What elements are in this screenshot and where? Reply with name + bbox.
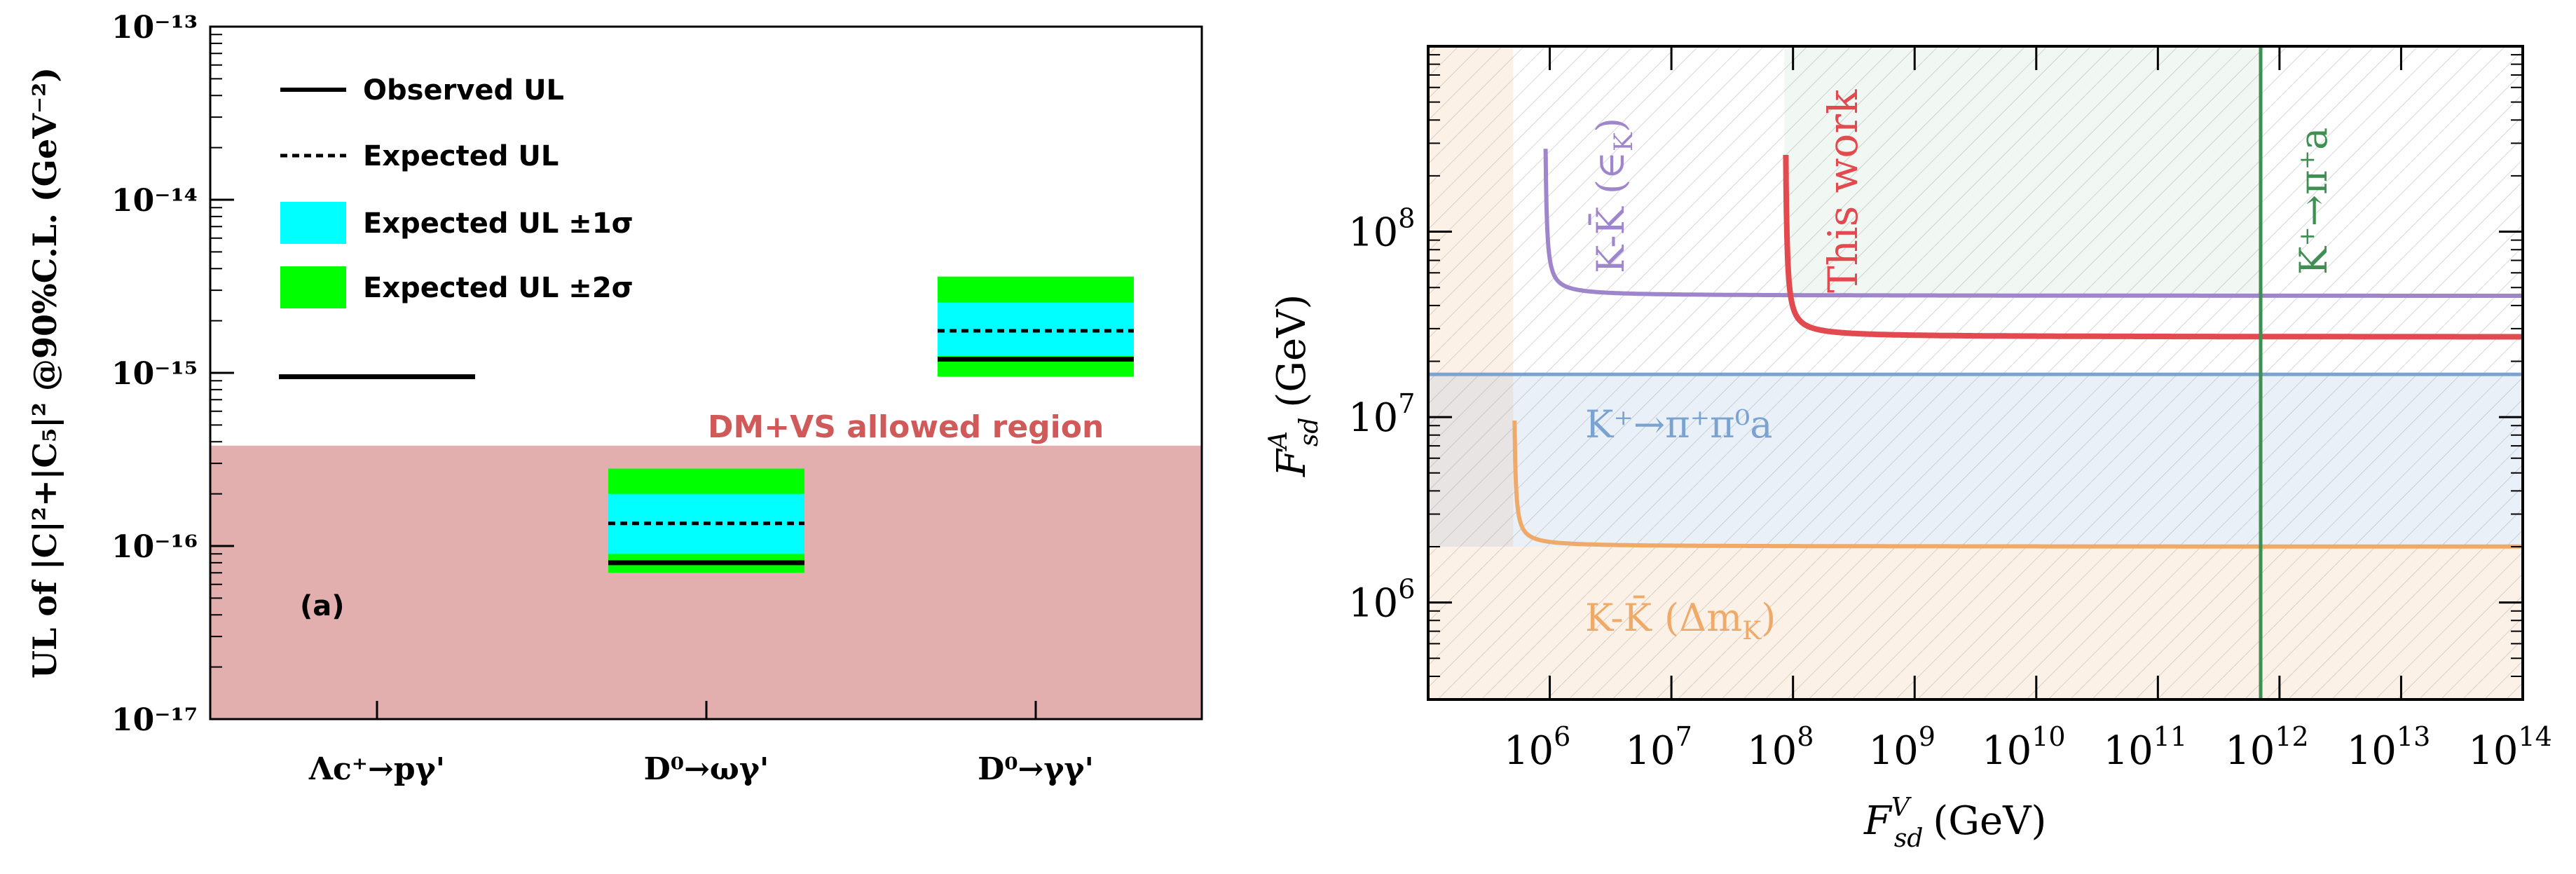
x-axis-title: FV sd (GeV) [1863, 793, 2046, 853]
panel-a: 10⁻¹³ 10⁻¹⁴ 10⁻¹⁵ 10⁻¹⁶ 10⁻¹⁷ DM+VS allowed … [26, 10, 1203, 787]
y-tick-label: 10⁻¹⁶ [111, 529, 198, 565]
x-tick-label: 108 [1747, 721, 1814, 774]
x-tick-label: 106 [1504, 721, 1570, 774]
legend-2sigma-swatch [280, 266, 346, 308]
fill-k-pi-pi0-a [1428, 374, 2523, 547]
curve-this-work [1783, 155, 2523, 340]
x-tick-label: 107 [1625, 721, 1692, 774]
legend-1sigma-swatch [280, 202, 346, 244]
legend-expected-label: Expected UL [363, 140, 559, 172]
y-tick-label: 108 [1348, 203, 1415, 256]
y-tick-label: 10⁻¹⁵ [111, 356, 198, 392]
legend-1sigma-label: Expected UL ±1σ [363, 207, 633, 240]
category-label-lambda: Λc⁺→pγ' [308, 751, 445, 787]
panel-b: 106 107 108 109 1010 1011 1012 1013 1014 106 107 1… [1264, 45, 2552, 853]
y-axis-title: FAsd(GeV) [1264, 294, 1324, 477]
x-tick-label: 1014 [2468, 721, 2552, 774]
curve-delta-mk [1512, 421, 2523, 549]
legend: Observed UL Expected UL Expected UL ±1σ … [280, 74, 633, 308]
panel-b-frame [1427, 45, 2524, 701]
category-label-omega: D⁰→ωγ' [644, 751, 769, 787]
panel-label: (a) [300, 590, 345, 622]
legend-observed-label: Observed UL [363, 74, 564, 107]
x-tick-label: 1013 [2347, 721, 2431, 774]
label-eps-k: K-K̄(∈K) [1588, 118, 1638, 273]
y-tick-label: 107 [1348, 388, 1415, 441]
label-k-pi-pi0-a: K⁺→π⁺π⁰a [1585, 402, 1772, 446]
allowed-region-label: DM+VS allowed region [708, 409, 1104, 445]
label-this-work: This work [1819, 89, 1867, 293]
category-label-gamma: D⁰→γγ' [978, 751, 1094, 787]
y-tick-label: 10⁻¹⁴ [111, 183, 198, 219]
y-tick-label: 106 [1348, 574, 1415, 627]
x-tick-label: 1012 [2225, 721, 2309, 774]
y-tick-label: 10⁻¹³ [111, 10, 198, 46]
label-delta-mk: K-K̄ (ΔmK) [1585, 595, 1776, 646]
x-tick-label: 1010 [1982, 721, 2066, 774]
y-axis-label: UL of |C|²+|C₅|² @90%C.L. (GeV⁻²) [26, 67, 64, 678]
label-k-pi-a: K⁺→π⁺a [2291, 128, 2336, 275]
fill-k-pi-a [1784, 46, 2261, 296]
legend-2sigma-label: Expected UL ±2σ [363, 272, 633, 304]
curve-eps-k [1543, 149, 2523, 298]
y-tick-label: 10⁻¹⁷ [111, 702, 198, 738]
fill-delta-mk-bottom [1513, 547, 2523, 699]
x-tick-label: 1011 [2104, 721, 2188, 774]
x-tick-label: 109 [1868, 721, 1935, 774]
